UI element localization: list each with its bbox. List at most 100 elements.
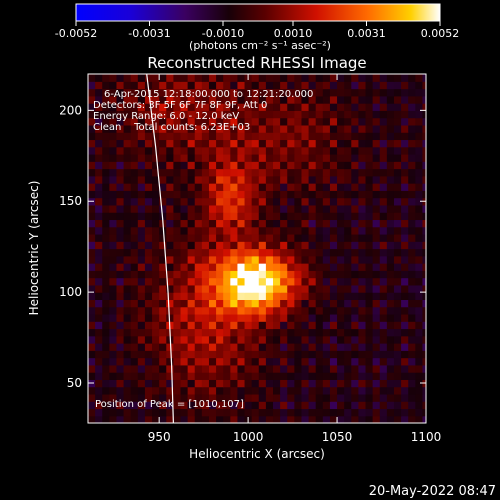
heatmap-cell — [273, 386, 281, 395]
heatmap-cell — [337, 299, 345, 308]
heatmap-cell — [258, 343, 267, 351]
heatmap-cell — [123, 321, 132, 330]
y-axis-label: Heliocentric Y (arcsec) — [27, 181, 41, 316]
heatmap-cell — [137, 88, 146, 97]
heatmap-cell — [401, 248, 409, 257]
heatmap-cell — [251, 233, 260, 242]
heatmap-cell — [201, 103, 210, 111]
heatmap-cell — [408, 190, 416, 199]
heatmap-cell — [130, 284, 139, 293]
heatmap-cell — [208, 241, 217, 250]
heatmap-cell — [95, 241, 103, 250]
heatmap-cell — [273, 263, 281, 271]
heatmap-cell — [230, 146, 239, 155]
heatmap-cell — [401, 204, 409, 213]
heatmap-cell — [173, 350, 182, 359]
heatmap-cell — [216, 161, 224, 170]
heatmap-cell — [230, 255, 239, 264]
heatmap-cell — [372, 161, 381, 170]
heatmap-cell — [344, 263, 352, 271]
heatmap-cell — [116, 233, 125, 242]
heatmap-cell — [408, 372, 416, 380]
heatmap-cell — [365, 110, 374, 119]
heatmap-cell — [273, 241, 281, 250]
heatmap-cell — [194, 364, 203, 373]
heatmap-cell — [315, 372, 324, 380]
heatmap-cell — [152, 226, 160, 235]
heatmap-cell — [287, 401, 295, 410]
heatmap-cell — [166, 190, 174, 199]
heatmap-cell — [251, 103, 260, 111]
heatmap-cell — [301, 386, 310, 395]
heatmap-cell — [187, 219, 196, 228]
heatmap-cell — [144, 241, 153, 250]
heatmap-cell — [301, 292, 310, 300]
heatmap-cell — [379, 343, 388, 351]
heatmap-cell — [386, 161, 395, 170]
heatmap-cell — [88, 292, 96, 300]
heatmap-cell — [337, 219, 345, 228]
heatmap-cell — [201, 350, 210, 359]
heatmap-cell — [159, 270, 167, 279]
heatmap-cell — [322, 255, 331, 264]
y-tick-label: 200 — [59, 103, 82, 117]
heatmap-cell — [166, 153, 174, 162]
heatmap-cell — [159, 183, 167, 191]
heatmap-cell — [152, 197, 160, 206]
heatmap-cell — [251, 277, 260, 286]
heatmap-cell — [280, 146, 288, 155]
heatmap-cell — [408, 110, 416, 119]
heatmap-cell — [201, 284, 210, 293]
heatmap-cell — [166, 350, 174, 359]
heatmap-cell — [244, 263, 253, 271]
heatmap-cell — [408, 335, 416, 344]
heatmap-cell — [344, 81, 352, 90]
heatmap-cell — [280, 168, 288, 177]
heatmap-cell — [187, 292, 196, 300]
heatmap-cell — [322, 401, 331, 410]
heatmap-cell — [372, 401, 381, 410]
heatmap-cell — [95, 328, 103, 337]
heatmap-cell — [386, 263, 395, 271]
heatmap-cell — [386, 168, 395, 177]
heatmap-cell — [273, 408, 281, 417]
heatmap-cell — [344, 306, 352, 315]
heatmap-cell — [265, 386, 274, 395]
heatmap-cell — [187, 255, 196, 264]
heatmap-cell — [201, 226, 210, 235]
heatmap-cell — [280, 277, 288, 286]
heatmap-cell — [415, 204, 424, 213]
heatmap-cell — [329, 103, 338, 111]
heatmap-cell — [258, 74, 267, 82]
heatmap-cell — [123, 161, 132, 170]
heatmap-cell — [315, 132, 324, 141]
heatmap-cell — [294, 168, 303, 177]
heatmap-cell — [102, 117, 110, 126]
heatmap-cell — [251, 415, 260, 423]
heatmap-cell — [308, 350, 317, 359]
heatmap-cell — [137, 350, 146, 359]
heatmap-cell — [329, 146, 338, 155]
heatmap-cell — [351, 335, 359, 344]
heatmap-cell — [109, 393, 118, 402]
heatmap-cell — [144, 328, 153, 337]
heatmap-cell — [408, 168, 416, 177]
heatmap-cell — [194, 226, 203, 235]
heatmap-cell — [216, 175, 224, 184]
heatmap-cell — [351, 146, 359, 155]
heatmap-cell — [365, 364, 374, 373]
heatmap-cell — [144, 357, 153, 366]
heatmap-cell — [95, 81, 103, 90]
heatmap-cell — [265, 248, 274, 257]
heatmap-cell — [273, 132, 281, 141]
heatmap-cell — [315, 212, 324, 221]
heatmap-cell — [223, 270, 231, 279]
heatmap-cell — [88, 233, 96, 242]
heatmap-cell — [386, 255, 395, 264]
heatmap-cell — [173, 270, 182, 279]
heatmap-cell — [88, 81, 96, 90]
heatmap-cell — [393, 364, 402, 373]
heatmap-cell — [201, 277, 210, 286]
heatmap-cell — [144, 81, 153, 90]
heatmap-cell — [308, 408, 317, 417]
